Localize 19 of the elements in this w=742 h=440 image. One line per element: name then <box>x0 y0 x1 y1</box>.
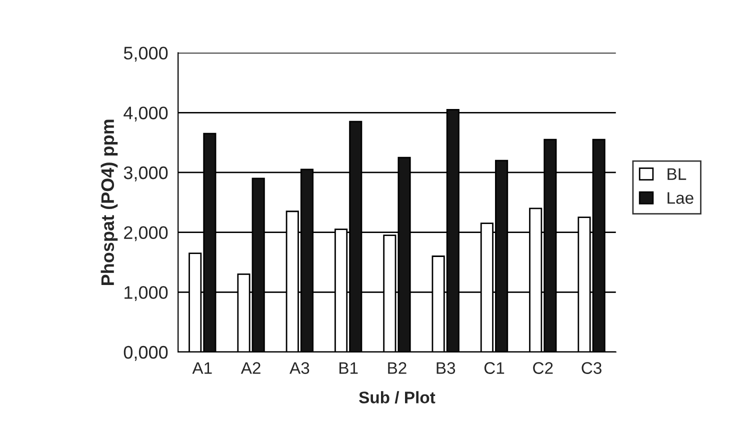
x-tick-label: A1 <box>192 362 212 374</box>
x-tick-label: A3 <box>290 362 310 374</box>
x-tick-label: C2 <box>533 362 553 374</box>
y-tick-label: 5,000 <box>124 46 168 62</box>
y-tick-label: 4,000 <box>124 106 168 122</box>
legend-label: Lae <box>668 192 694 204</box>
x-tick-label: B3 <box>436 362 456 374</box>
x-tick-label: B1 <box>340 362 358 374</box>
y-tick-label: 3,000 <box>124 166 168 182</box>
y-tick-label: 0,000 <box>124 346 168 361</box>
x-tick-label: A2 <box>240 362 260 374</box>
y-axis-title: Phospat (PO4) ppm <box>100 120 118 285</box>
x-tick-label: B2 <box>388 362 406 374</box>
x-tick-label: C1 <box>484 362 504 374</box>
legend-label: BL <box>668 168 686 180</box>
x-axis-title: Sub / Plot <box>359 391 436 404</box>
y-tick-label: 2,000 <box>124 226 168 242</box>
y-tick-label: 1,000 <box>124 286 168 302</box>
x-tick-label: C3 <box>582 362 602 374</box>
